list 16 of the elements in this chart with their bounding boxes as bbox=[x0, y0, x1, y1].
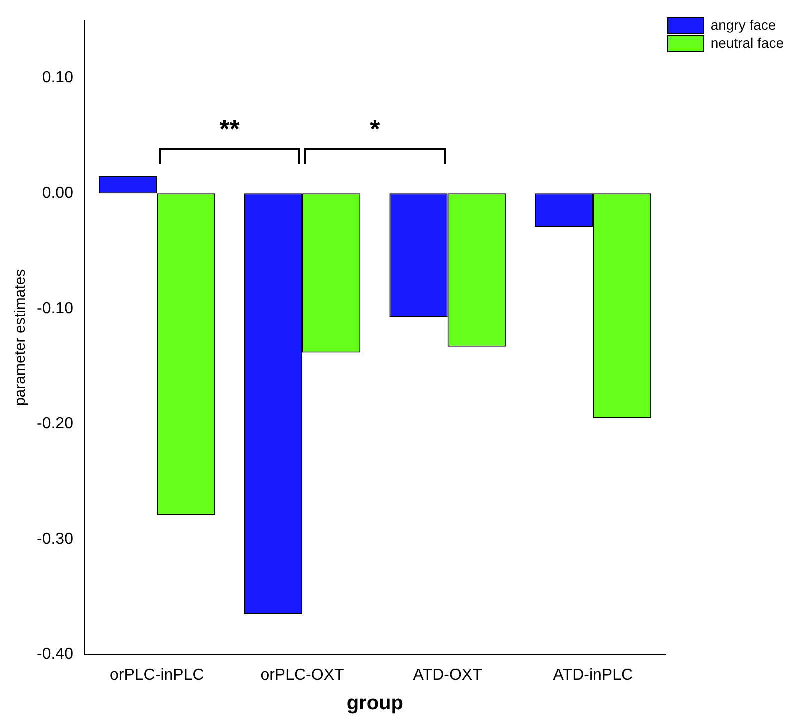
x-tick-label: ATD-inPLC bbox=[553, 666, 634, 684]
x-tick-label: ATD-OXT bbox=[413, 666, 483, 684]
legend-label: angry face bbox=[710, 16, 776, 33]
y-axis-title: parameter estimates bbox=[12, 269, 30, 406]
y-tick-label: -0.20 bbox=[37, 416, 74, 433]
y-tick-label: -0.40 bbox=[37, 646, 74, 664]
legend-label: neutral face bbox=[710, 34, 784, 51]
annotation: ** bbox=[218, 114, 241, 145]
x-tick-label: orPLC-inPLC bbox=[110, 666, 204, 684]
x-tick-label: orPLC-OXT bbox=[260, 666, 344, 684]
y-tick-label: -0.10 bbox=[37, 300, 74, 318]
y-tick-label: -0.30 bbox=[37, 530, 74, 548]
x-axis-title: group bbox=[346, 692, 404, 715]
y-tick-label: 0.10 bbox=[42, 70, 74, 87]
y-tick-label: 0.00 bbox=[42, 184, 74, 202]
annotation: * bbox=[369, 114, 382, 145]
